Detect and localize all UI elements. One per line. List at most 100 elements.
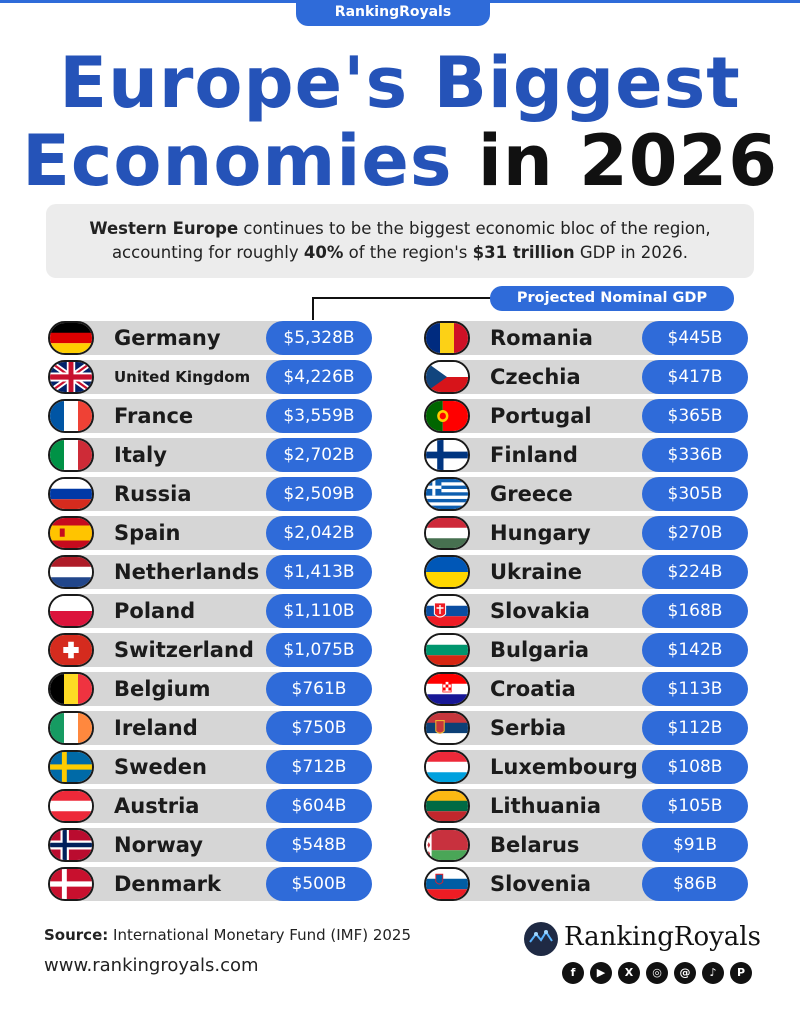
- gdp-value: $3,559B: [266, 399, 372, 433]
- country-name: Slovakia: [490, 599, 590, 623]
- source-text: International Monetary Fund (IMF) 2025: [108, 926, 412, 944]
- belarus-flag-icon: [424, 828, 470, 862]
- country-name: Portugal: [490, 404, 592, 428]
- slovakia-flag-icon: [424, 594, 470, 628]
- gdp-value: $305B: [642, 477, 748, 511]
- gdp-value: $112B: [642, 711, 748, 745]
- denmark-flag-icon: [48, 867, 94, 901]
- threads-icon[interactable]: @: [674, 962, 696, 984]
- portugal-flag-icon: [424, 399, 470, 433]
- uk-flag-icon: [48, 360, 94, 394]
- gdp-value: $105B: [642, 789, 748, 823]
- gdp-value: $500B: [266, 867, 372, 901]
- country-name: Italy: [114, 443, 167, 467]
- gdp-value: $4,226B: [266, 360, 372, 394]
- tiktok-icon[interactable]: ♪: [702, 962, 724, 984]
- pinterest-icon[interactable]: P: [730, 962, 752, 984]
- country-row-belgium: Belgium $761B: [48, 671, 374, 707]
- country-name: Switzerland: [114, 638, 254, 662]
- country-row-slovenia: Slovenia $86B: [424, 866, 750, 902]
- country-name: Netherlands: [114, 560, 260, 584]
- czechia-flag-icon: [424, 360, 470, 394]
- country-row-lithuania: Lithuania $105B: [424, 788, 750, 824]
- country-row-czechia: Czechia $417B: [424, 359, 750, 395]
- country-name: Serbia: [490, 716, 567, 740]
- slovenia-flag-icon: [424, 867, 470, 901]
- finland-flag-icon: [424, 438, 470, 472]
- country-row-ukraine: Ukraine $224B: [424, 554, 750, 590]
- country-row-ireland: Ireland $750B: [48, 710, 374, 746]
- austria-flag-icon: [48, 789, 94, 823]
- spain-flag-icon: [48, 516, 94, 550]
- rankingroyals-logo: RankingRoyals: [524, 920, 764, 960]
- connector-line-vertical: [312, 297, 314, 320]
- country-row-luxembourg: Luxembourg $108B: [424, 749, 750, 785]
- norway-flag-icon: [48, 828, 94, 862]
- russia-flag-icon: [48, 477, 94, 511]
- gdp-value: $2,702B: [266, 438, 372, 472]
- country-name: Spain: [114, 521, 181, 545]
- country-row-russia: Russia $2,509B: [48, 476, 374, 512]
- country-row-croatia: Croatia $113B: [424, 671, 750, 707]
- country-name: Slovenia: [490, 872, 592, 896]
- switzerland-flag-icon: [48, 633, 94, 667]
- ireland-flag-icon: [48, 711, 94, 745]
- sweden-flag-icon: [48, 750, 94, 784]
- subtitle-text-2: accounting for roughly: [111, 243, 304, 262]
- country-row-spain: Spain $2,042B: [48, 515, 374, 551]
- youtube-icon[interactable]: ▶: [590, 962, 612, 984]
- germany-flag-icon: [48, 321, 94, 355]
- country-row-slovakia: Slovakia $168B: [424, 593, 750, 629]
- country-row-netherlands: Netherlands $1,413B: [48, 554, 374, 590]
- gdp-value: $270B: [642, 516, 748, 550]
- italy-flag-icon: [48, 438, 94, 472]
- country-name: Hungary: [490, 521, 591, 545]
- instagram-icon[interactable]: ◎: [646, 962, 668, 984]
- gdp-value: $417B: [642, 360, 748, 394]
- country-row-switzerland: Switzerland $1,075B: [48, 632, 374, 668]
- gdp-value: $2,509B: [266, 477, 372, 511]
- country-name: Finland: [490, 443, 578, 467]
- gdp-value: $113B: [642, 672, 748, 706]
- source-label: Source:: [44, 926, 109, 944]
- country-row-serbia: Serbia $112B: [424, 710, 750, 746]
- country-name: Sweden: [114, 755, 207, 779]
- website-link[interactable]: www.rankingroyals.com: [44, 955, 259, 976]
- country-name: Norway: [114, 833, 203, 857]
- connector-line: [312, 297, 492, 299]
- gdp-value: $604B: [266, 789, 372, 823]
- gdp-value: $142B: [642, 633, 748, 667]
- subtitle-text-1: continues to be the biggest economic blo…: [238, 219, 711, 238]
- country-row-romania: Romania $445B: [424, 320, 750, 356]
- gdp-value: $5,328B: [266, 321, 372, 355]
- country-name: Germany: [114, 326, 221, 350]
- country-name: Croatia: [490, 677, 576, 701]
- subtitle-box: Western Europe continues to be the bigge…: [46, 204, 754, 278]
- croatia-flag-icon: [424, 672, 470, 706]
- country-row-norway: Norway $548B: [48, 827, 374, 863]
- country-name: United Kingdom: [114, 368, 251, 386]
- hungary-flag-icon: [424, 516, 470, 550]
- gdp-label: Projected Nominal GDP: [490, 286, 734, 311]
- country-name: Ireland: [114, 716, 198, 740]
- x-icon[interactable]: X: [618, 962, 640, 984]
- country-name: Bulgaria: [490, 638, 590, 662]
- gdp-value: $224B: [642, 555, 748, 589]
- gdp-value: $108B: [642, 750, 748, 784]
- title-line-2: Economies in 2026: [0, 120, 800, 202]
- gdp-value: $445B: [642, 321, 748, 355]
- romania-flag-icon: [424, 321, 470, 355]
- ranking-column-left: Germany $5,328B United Kingdom $4,226B Franc…: [48, 320, 374, 905]
- gdp-value: $1,110B: [266, 594, 372, 628]
- country-name: Russia: [114, 482, 192, 506]
- country-name: Ukraine: [490, 560, 582, 584]
- country-row-hungary: Hungary $270B: [424, 515, 750, 551]
- gdp-value: $1,413B: [266, 555, 372, 589]
- country-name: Luxembourg: [490, 755, 638, 779]
- country-row-united-kingdom: United Kingdom $4,226B: [48, 359, 374, 395]
- title-economies: Economies: [22, 120, 453, 202]
- subtitle-text-3: of the region's: [343, 243, 473, 262]
- luxembourg-flag-icon: [424, 750, 470, 784]
- country-row-germany: Germany $5,328B: [48, 320, 374, 356]
- facebook-icon[interactable]: f: [562, 962, 584, 984]
